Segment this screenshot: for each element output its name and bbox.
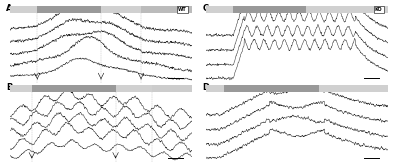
Text: KO: KO bbox=[375, 7, 382, 12]
Text: WT: WT bbox=[178, 7, 186, 12]
Bar bbox=[224, 85, 319, 92]
Bar bbox=[206, 6, 233, 13]
Bar bbox=[206, 85, 224, 92]
Bar bbox=[233, 6, 306, 13]
Bar bbox=[10, 85, 32, 92]
Bar bbox=[37, 6, 101, 13]
Bar bbox=[152, 85, 192, 92]
Bar bbox=[141, 6, 192, 13]
Text: D: D bbox=[202, 83, 209, 92]
Bar bbox=[32, 85, 116, 92]
Text: B: B bbox=[6, 83, 13, 92]
Text: A: A bbox=[6, 3, 13, 13]
Text: C: C bbox=[202, 3, 208, 13]
Bar bbox=[101, 6, 141, 13]
Bar bbox=[10, 6, 37, 13]
Bar bbox=[319, 85, 388, 92]
Bar bbox=[116, 85, 152, 92]
Bar bbox=[306, 6, 388, 13]
